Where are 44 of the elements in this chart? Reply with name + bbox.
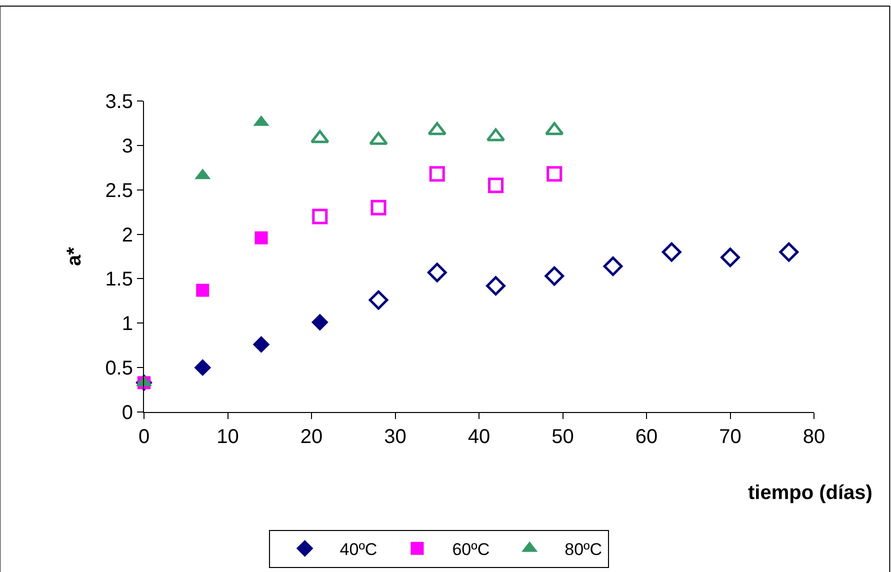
legend-label: 60ºC [452,540,490,560]
y-tick-label: 3 [122,135,133,158]
point [252,336,270,353]
point [194,359,212,376]
point [546,166,562,182]
point [369,132,388,145]
point [310,130,330,144]
y-tick-label: 1 [122,313,133,336]
x-tick-label: 60 [635,426,658,448]
x-tick-label: 0 [138,426,150,448]
point [311,314,328,331]
point [488,178,504,194]
x-tick-label: 50 [552,426,574,448]
point [603,256,623,276]
point [545,122,564,136]
point [368,290,388,310]
y-tick-label: 3.5 [105,91,133,113]
point [312,208,328,224]
legend-label: 40ºC [340,540,378,560]
point [779,242,799,262]
point [254,231,268,244]
x-tick-label: 80 [802,426,826,448]
y-tick-label: 0.5 [105,358,133,380]
x-tick-label: 20 [300,426,323,448]
point [370,200,386,216]
point [720,248,740,268]
x-tick-label: 30 [384,426,406,448]
y-axis-title: a* [64,246,86,266]
point [486,276,506,296]
legend-label: 80ºC [564,540,602,560]
point [428,122,446,136]
point [196,284,210,297]
y-tick-label: 2.5 [105,180,133,202]
point [662,242,682,262]
point [429,166,445,182]
y-tick-label: 2 [122,224,133,246]
point [427,262,447,282]
y-tick-label: 1.5 [105,268,133,291]
point [544,266,564,286]
x-tick-label: 10 [216,426,239,448]
x-axis-title: tiempo (días) [748,482,872,504]
y-tick-label: 0 [122,402,133,424]
x-tick-label: 40 [468,426,490,448]
x-tick-label: 70 [719,426,742,448]
